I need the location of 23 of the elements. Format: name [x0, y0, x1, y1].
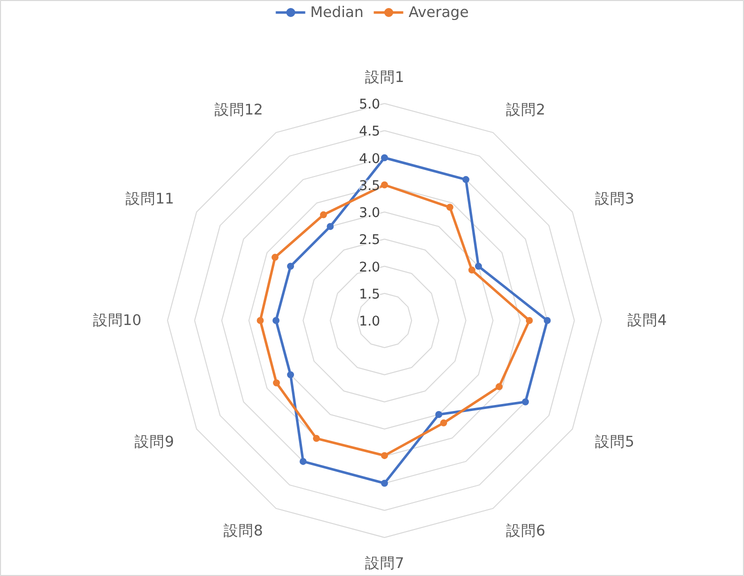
- y-tick-label: 2.0: [358, 260, 380, 276]
- y-tick-label: 3.0: [358, 206, 380, 221]
- spoke-label: 設問9: [134, 434, 174, 451]
- y-tick-label: 4.0: [358, 152, 380, 167]
- y-tick-label: 1.0: [358, 314, 380, 330]
- spoke-label: 設問12: [214, 102, 263, 119]
- spoke-label: 設問1: [364, 68, 404, 86]
- y-tick-label: 2.5: [358, 233, 380, 248]
- spoke-label: 設問8: [224, 522, 263, 540]
- y-tick-label: 5.0: [358, 98, 380, 112]
- spoke-label: 設問7: [364, 555, 404, 572]
- y-tick-label: 4.5: [358, 124, 380, 140]
- y-tick-label: 1.5: [358, 287, 380, 302]
- legend-label: Average: [408, 4, 469, 20]
- spoke-label: 設問2: [506, 102, 546, 119]
- spoke-label: 設問6: [506, 522, 546, 540]
- y-tick-label: 3.5: [358, 178, 380, 194]
- spoke-label: 設問11: [125, 190, 174, 208]
- spoke-label: 設問10: [92, 312, 142, 329]
- legend-label: Median: [310, 4, 364, 20]
- spoke-label: 設問5: [594, 434, 634, 451]
- spoke-label: 設問3: [594, 190, 634, 208]
- spoke-label: 設問4: [628, 312, 667, 329]
